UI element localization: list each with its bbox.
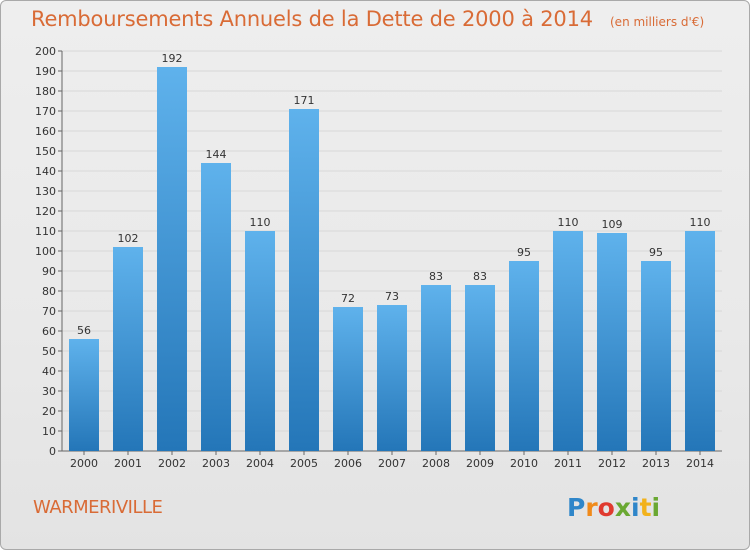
- x-tick-label: 2012: [598, 457, 626, 470]
- y-tick-label: 20: [42, 405, 56, 418]
- bar: [553, 231, 583, 451]
- proxiti-logo-image: Proxiti: [567, 493, 660, 522]
- bar: [69, 339, 99, 451]
- bar-value-label: 102: [118, 232, 139, 245]
- bar-value-label: 95: [649, 246, 663, 259]
- bar-value-label: 83: [429, 270, 443, 283]
- y-tick-label: 200: [35, 45, 56, 58]
- bar: [157, 67, 187, 451]
- y-tick-label: 100: [35, 245, 56, 258]
- x-tick-label: 2006: [334, 457, 362, 470]
- town-name: WARMERIVILLE: [33, 497, 163, 518]
- chart-subtitle: (en milliers d'€): [610, 15, 705, 29]
- x-tick-label: 2002: [158, 457, 186, 470]
- bar: [465, 285, 495, 451]
- x-tick-label: 2001: [114, 457, 142, 470]
- y-tick-label: 50: [42, 345, 56, 358]
- bar: [377, 305, 407, 451]
- bar-value-label: 95: [517, 246, 531, 259]
- bar-value-label: 73: [385, 290, 399, 303]
- y-tick-label: 170: [35, 105, 56, 118]
- bar: [509, 261, 539, 451]
- x-tick-label: 2003: [202, 457, 230, 470]
- x-tick-label: 2004: [246, 457, 274, 470]
- y-tick-label: 110: [35, 225, 56, 238]
- data-labels: 56 102 192 144 110 171 72 73 83 83 95 110 109 95 110: [77, 52, 711, 337]
- bar: [421, 285, 451, 451]
- bar-value-label: 56: [77, 324, 91, 337]
- bars: [69, 67, 715, 451]
- bar: [245, 231, 275, 451]
- x-tick-label: 2000: [70, 457, 98, 470]
- title-row: Remboursements Annuels de la Dette de 20…: [31, 7, 704, 31]
- bar-value-label: 109: [602, 218, 623, 231]
- y-tick-label: 190: [35, 65, 56, 78]
- y-tick-label: 70: [42, 305, 56, 318]
- y-tick-label: 60: [42, 325, 56, 338]
- bar: [113, 247, 143, 451]
- x-tick-labels: 2000 2001 2002 2003 2004 2005 2006 2007 2008 2009…: [70, 457, 714, 470]
- y-tick-label: 150: [35, 145, 56, 158]
- x-tick-label: 2005: [290, 457, 318, 470]
- y-tick-label: 160: [35, 125, 56, 138]
- bar: [333, 307, 363, 451]
- bar: [201, 163, 231, 451]
- bar: [289, 109, 319, 451]
- chart-title: Remboursements Annuels de la Dette de 20…: [31, 7, 593, 31]
- bar-value-label: 72: [341, 292, 355, 305]
- bar: [641, 261, 671, 451]
- x-tick-label: 2013: [642, 457, 670, 470]
- bar-value-label: 110: [558, 216, 579, 229]
- x-tick-label: 2011: [554, 457, 582, 470]
- x-tick-label: 2010: [510, 457, 538, 470]
- y-tick-label: 30: [42, 385, 56, 398]
- x-tick-label: 2014: [686, 457, 714, 470]
- y-tick-label: 140: [35, 165, 56, 178]
- y-tick-label: 0: [49, 445, 56, 458]
- y-tick-label: 80: [42, 285, 56, 298]
- y-tick-label: 40: [42, 365, 56, 378]
- y-tick-label: 120: [35, 205, 56, 218]
- bar: [597, 233, 627, 451]
- y-tick-label: 180: [35, 85, 56, 98]
- bar-value-label: 110: [690, 216, 711, 229]
- bar-value-label: 171: [294, 94, 315, 107]
- bar-value-label: 110: [250, 216, 271, 229]
- y-tick-labels: 0 10 20 30 40 50 60 70 80 90 100 110 120 130 140 150 160…: [35, 45, 56, 458]
- y-tick-label: 90: [42, 265, 56, 278]
- proxiti-logo: Proxiti: [567, 489, 687, 533]
- y-tick-label: 130: [35, 185, 56, 198]
- x-tick-label: 2009: [466, 457, 494, 470]
- x-tick-label: 2008: [422, 457, 450, 470]
- svg-text:Proxiti: Proxiti: [567, 493, 660, 522]
- bar-value-label: 83: [473, 270, 487, 283]
- bar-value-label: 192: [162, 52, 183, 65]
- x-tick-label: 2007: [378, 457, 406, 470]
- bar-value-label: 144: [206, 148, 227, 161]
- bar: [685, 231, 715, 451]
- y-tick-label: 10: [42, 425, 56, 438]
